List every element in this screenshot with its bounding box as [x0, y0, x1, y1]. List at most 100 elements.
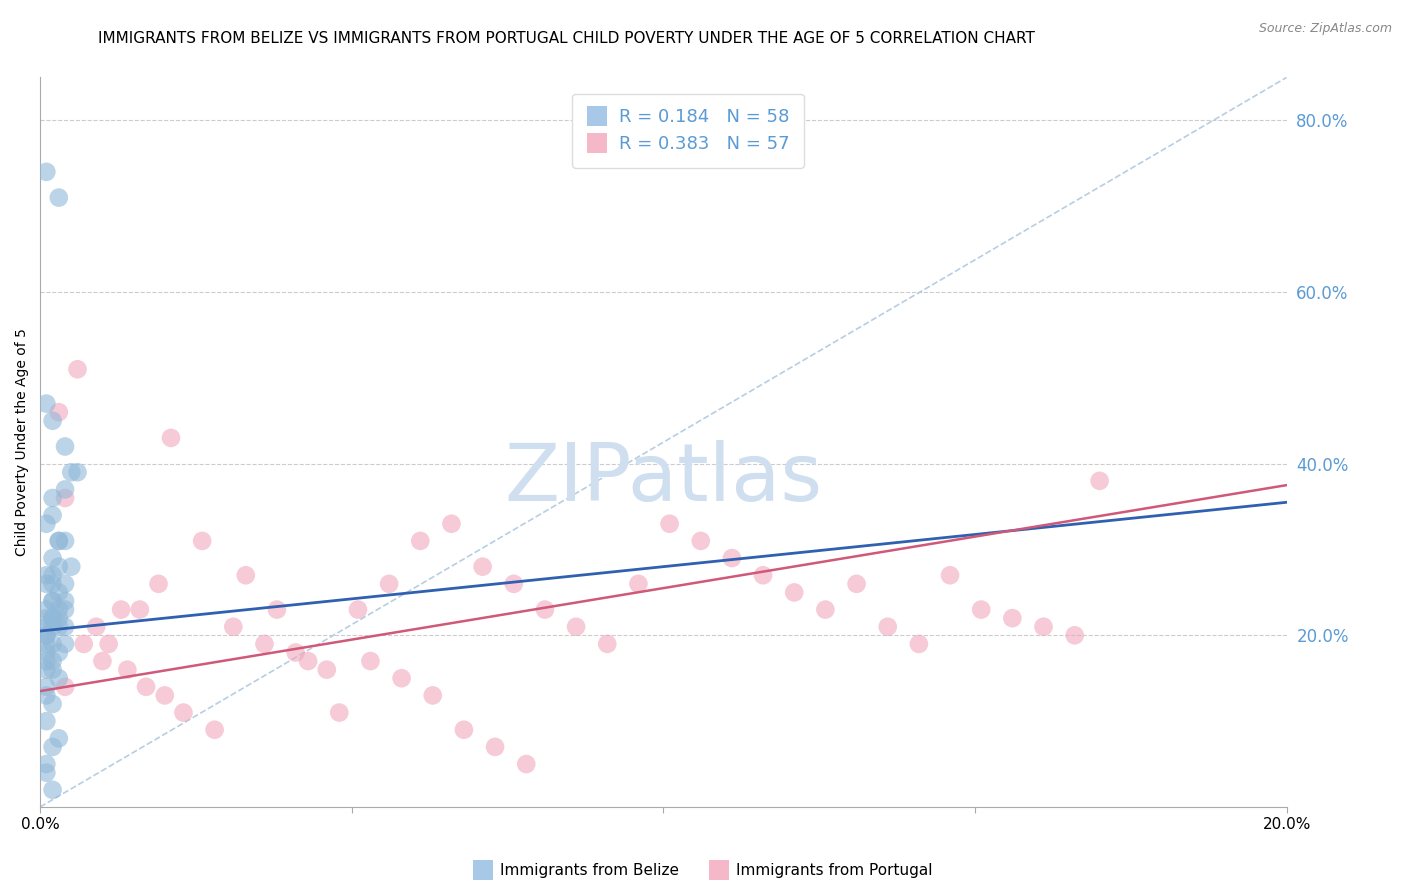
- Point: [91, 654, 114, 668]
- Point: [53, 620, 76, 634]
- Point: [41, 594, 63, 608]
- Point: [41, 551, 63, 566]
- Point: [110, 602, 132, 616]
- Point: [235, 568, 257, 582]
- Point: [347, 602, 370, 616]
- Point: [35, 757, 58, 772]
- Point: [97, 637, 120, 651]
- Point: [204, 723, 226, 737]
- Point: [721, 551, 744, 566]
- Point: [752, 568, 775, 582]
- Point: [35, 628, 58, 642]
- Point: [53, 440, 76, 454]
- Point: [41, 697, 63, 711]
- Point: [41, 577, 63, 591]
- Point: [35, 165, 58, 179]
- Text: IMMIGRANTS FROM BELIZE VS IMMIGRANTS FROM PORTUGAL CHILD POVERTY UNDER THE AGE O: IMMIGRANTS FROM BELIZE VS IMMIGRANTS FRO…: [98, 31, 1035, 46]
- Point: [41, 414, 63, 428]
- Point: [60, 465, 83, 479]
- Point: [48, 611, 70, 625]
- Point: [48, 191, 70, 205]
- Point: [48, 405, 70, 419]
- Point: [502, 577, 524, 591]
- Text: ZIPatlas: ZIPatlas: [505, 440, 823, 517]
- Point: [41, 508, 63, 523]
- Point: [658, 516, 681, 531]
- Point: [422, 689, 444, 703]
- Point: [41, 568, 63, 582]
- Point: [1088, 474, 1111, 488]
- Point: [48, 731, 70, 746]
- Point: [222, 620, 245, 634]
- Point: [41, 663, 63, 677]
- Point: [48, 533, 70, 548]
- Point: [35, 568, 58, 582]
- Text: Source: ZipAtlas.com: Source: ZipAtlas.com: [1258, 22, 1392, 36]
- Point: [41, 782, 63, 797]
- Point: [970, 602, 993, 616]
- Point: [627, 577, 650, 591]
- Point: [297, 654, 319, 668]
- Point: [409, 533, 432, 548]
- Point: [440, 516, 463, 531]
- Point: [41, 637, 63, 651]
- Point: [41, 620, 63, 634]
- Point: [53, 680, 76, 694]
- Point: [172, 706, 194, 720]
- Point: [328, 706, 350, 720]
- Point: [534, 602, 557, 616]
- Point: [148, 577, 170, 591]
- Point: [484, 739, 506, 754]
- Point: [515, 757, 537, 772]
- Point: [48, 645, 70, 659]
- Point: [35, 611, 58, 625]
- Point: [1032, 620, 1054, 634]
- Point: [128, 602, 150, 616]
- Point: [565, 620, 588, 634]
- Point: [66, 362, 89, 376]
- Point: [35, 689, 58, 703]
- Point: [35, 396, 58, 410]
- Point: [35, 680, 58, 694]
- Point: [1063, 628, 1085, 642]
- Point: [453, 723, 475, 737]
- Point: [908, 637, 931, 651]
- Legend: R = 0.184   N = 58, R = 0.383   N = 57: R = 0.184 N = 58, R = 0.383 N = 57: [572, 94, 804, 168]
- Point: [160, 431, 183, 445]
- Point: [48, 602, 70, 616]
- Point: [53, 577, 76, 591]
- Point: [53, 491, 76, 505]
- Point: [48, 533, 70, 548]
- Point: [41, 491, 63, 505]
- Point: [41, 594, 63, 608]
- Point: [41, 654, 63, 668]
- Point: [391, 671, 413, 685]
- Point: [35, 628, 58, 642]
- Point: [48, 620, 70, 634]
- Point: [783, 585, 806, 599]
- Point: [73, 637, 96, 651]
- Point: [35, 765, 58, 780]
- Point: [253, 637, 276, 651]
- Point: [35, 645, 58, 659]
- Point: [471, 559, 494, 574]
- Point: [35, 577, 58, 591]
- Point: [84, 620, 107, 634]
- Point: [1001, 611, 1024, 625]
- Legend: Immigrants from Belize, Immigrants from Portugal: Immigrants from Belize, Immigrants from …: [468, 857, 938, 884]
- Point: [35, 620, 58, 634]
- Point: [48, 559, 70, 574]
- Point: [596, 637, 619, 651]
- Point: [689, 533, 711, 548]
- Point: [53, 533, 76, 548]
- Point: [41, 611, 63, 625]
- Point: [66, 465, 89, 479]
- Point: [117, 663, 139, 677]
- Y-axis label: Child Poverty Under the Age of 5: Child Poverty Under the Age of 5: [15, 328, 30, 556]
- Point: [53, 637, 76, 651]
- Point: [191, 533, 214, 548]
- Point: [41, 739, 63, 754]
- Point: [153, 689, 176, 703]
- Point: [48, 585, 70, 599]
- Point: [378, 577, 401, 591]
